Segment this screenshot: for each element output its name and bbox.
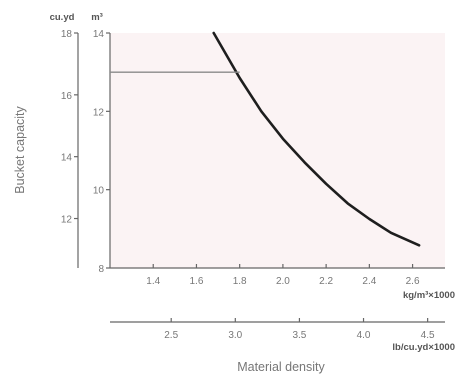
x-imperial-tick-label: 3.0	[228, 330, 242, 341]
y-right-tick-label: 12	[93, 107, 105, 118]
plot-area	[110, 33, 445, 268]
y-right-tick-label: 10	[93, 186, 105, 197]
y-left-tick-label: 12	[61, 215, 73, 226]
x-metric-tick-label: 2.0	[276, 276, 290, 287]
capacity-curve-line	[212, 31, 421, 247]
x-metric-tick-label: 2.4	[362, 276, 376, 287]
x-imperial-tick-label: 4.0	[357, 330, 371, 341]
x-metric-tick-label: 1.6	[189, 276, 203, 287]
y-left-tick-label: 14	[61, 153, 73, 164]
y-left-unit-label: cu.yd	[50, 12, 75, 23]
ticks: 12 14 16 18 8 10 12 14 1.4 1.6 1.8 2.0 2.2 2.4 2.6 2.5 3…	[61, 29, 435, 341]
x-metric-tick-label: 1.4	[146, 276, 160, 287]
x-imperial-tick-label: 3.5	[292, 330, 306, 341]
x-metric-tick-label: 2.2	[319, 276, 333, 287]
y-left-tick-label: 18	[61, 29, 73, 40]
y-axis-title: Bucket capacity	[13, 105, 27, 193]
x-axis-title: Material density	[237, 360, 325, 374]
y-right-tick-label: 14	[93, 29, 105, 40]
x-metric-tick-label: 1.8	[233, 276, 247, 287]
x-imperial-tick-label: 2.5	[164, 330, 178, 341]
x-metric-tick-label: 2.6	[406, 276, 420, 287]
x-imperial-tick-label: 4.5	[421, 330, 435, 341]
y-left-tick-label: 16	[61, 91, 73, 102]
x-imperial-unit-label: lb/cu.yd×1000	[392, 342, 455, 353]
marks	[110, 31, 421, 247]
y-right-unit-label: m³	[91, 12, 103, 23]
x-metric-unit-label: kg/m³×1000	[403, 290, 455, 301]
y-right-tick-label: 8	[98, 264, 104, 275]
